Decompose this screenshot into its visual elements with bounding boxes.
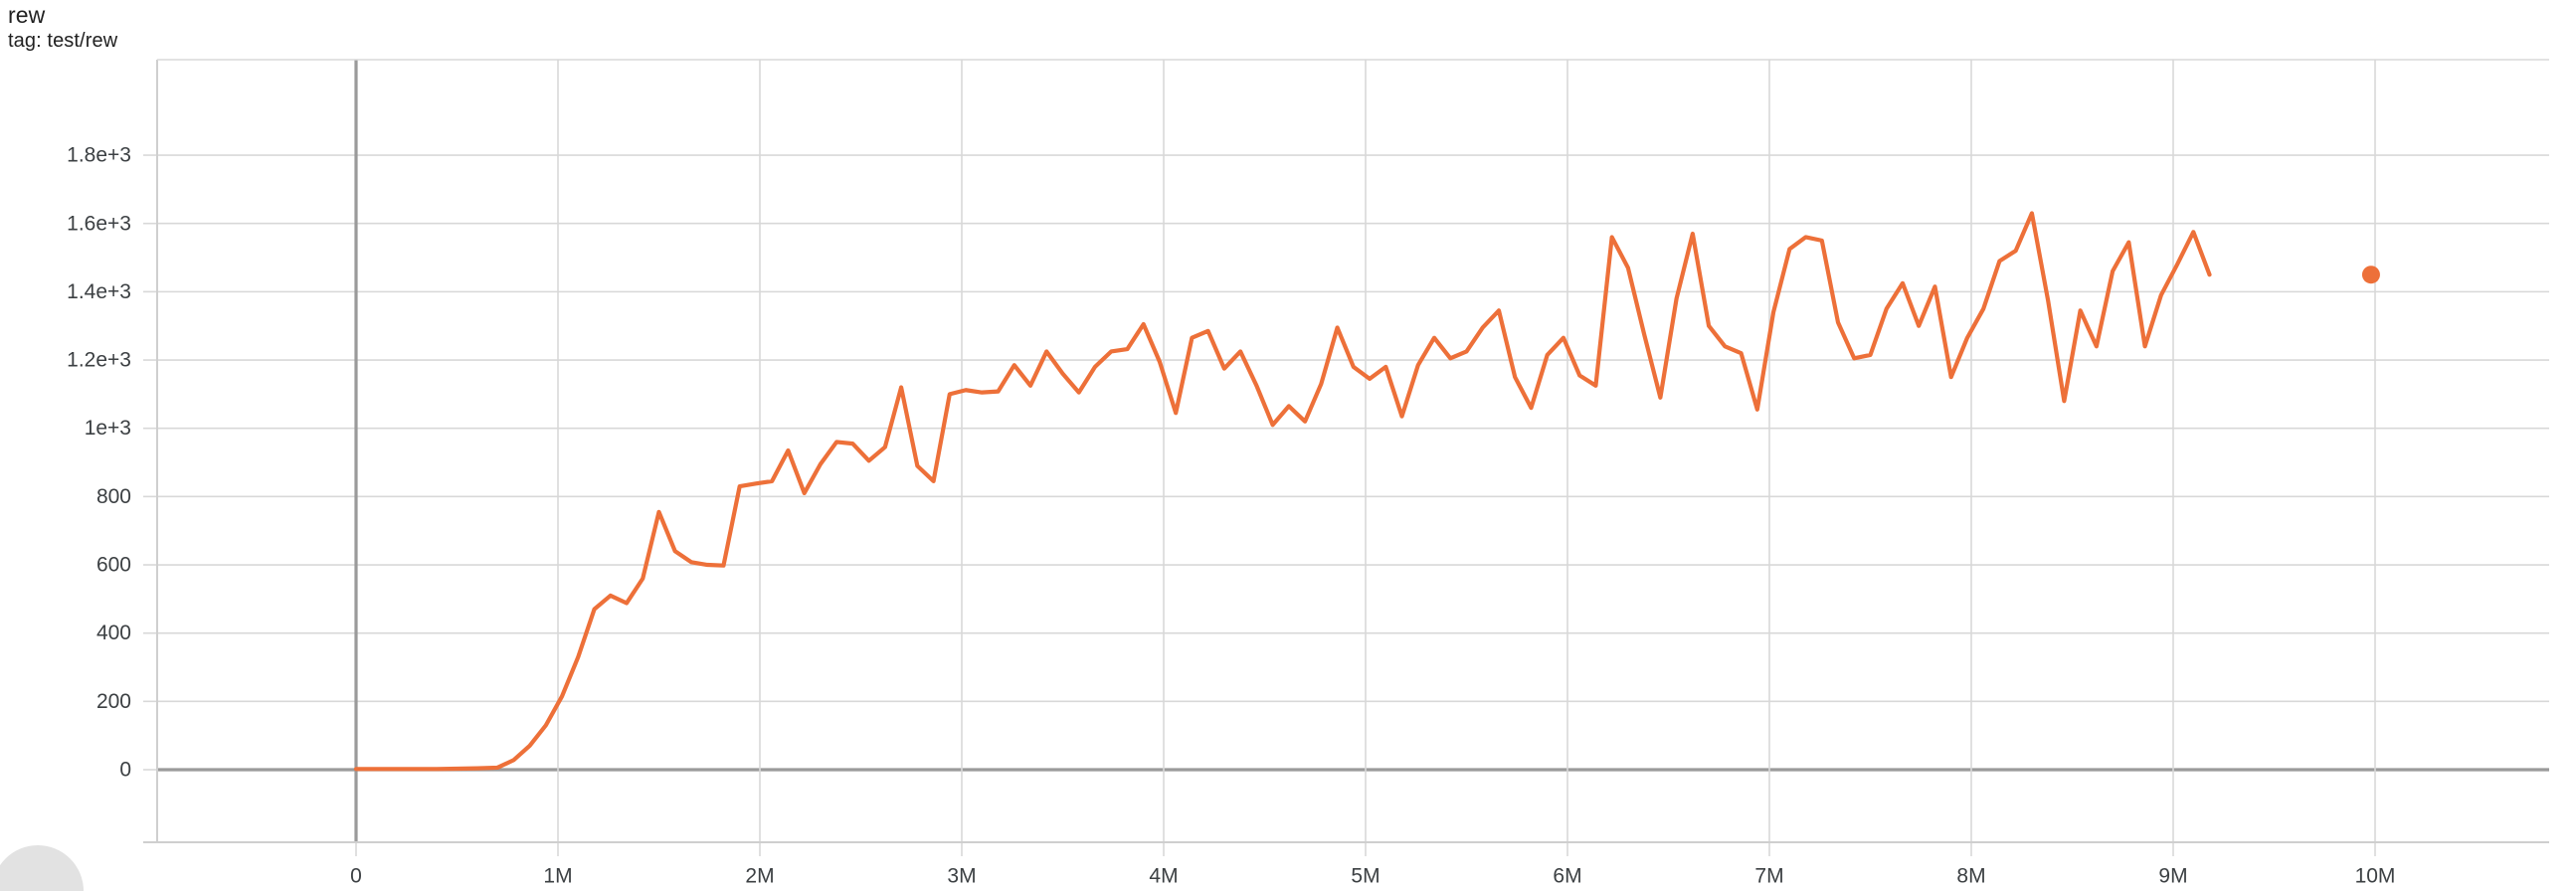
y-axis-tick-label: 1e+3 xyxy=(85,417,131,440)
chart-title: rew xyxy=(8,2,46,28)
x-axis-tick-label: 5M xyxy=(1351,864,1380,887)
x-axis-tick-label: 0 xyxy=(350,864,362,887)
y-axis-tick-label: 1.4e+3 xyxy=(67,280,131,303)
x-axis-tick-label: 10M xyxy=(2355,864,2396,887)
x-axis-tick-label: 3M xyxy=(947,864,976,887)
chart-subtitle: tag: test/rew xyxy=(8,30,118,52)
x-axis-tick-label: 1M xyxy=(543,864,572,887)
y-axis-tick-label: 800 xyxy=(96,485,131,508)
y-axis-tick-label: 1.2e+3 xyxy=(67,349,131,372)
y-axis-tick-label: 0 xyxy=(119,759,131,782)
series-endpoint-marker[interactable] xyxy=(2361,266,2380,284)
x-axis-tick-label: 6M xyxy=(1553,864,1581,887)
y-axis-tick-label: 1.8e+3 xyxy=(67,144,131,167)
chart-header: rew tag: test/rew xyxy=(8,2,704,54)
y-axis-tick-label: 1.6e+3 xyxy=(67,212,131,235)
y-axis-tick-label: 200 xyxy=(96,690,131,713)
x-axis-tick-label: 2M xyxy=(745,864,774,887)
x-axis-tick-label: 7M xyxy=(1754,864,1783,887)
x-axis-tick-label: 8M xyxy=(1956,864,1985,887)
x-axis-tick-label: 9M xyxy=(2158,864,2187,887)
x-axis-tick-label: 4M xyxy=(1149,864,1178,887)
series-line-1[interactable] xyxy=(353,211,2212,772)
y-axis-tick-label: 600 xyxy=(96,554,131,577)
y-axis-tick-label: 400 xyxy=(96,622,131,644)
